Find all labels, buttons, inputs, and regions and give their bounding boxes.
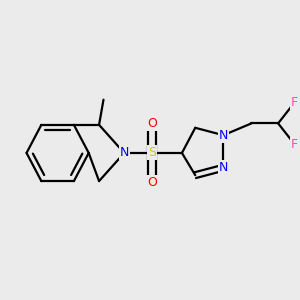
Text: N: N — [219, 161, 228, 174]
Text: F: F — [291, 96, 298, 109]
Text: N: N — [219, 129, 228, 142]
Text: S: S — [148, 146, 156, 160]
Text: F: F — [291, 138, 298, 151]
Text: O: O — [147, 176, 157, 189]
Text: N: N — [119, 146, 129, 160]
Text: O: O — [147, 117, 157, 130]
